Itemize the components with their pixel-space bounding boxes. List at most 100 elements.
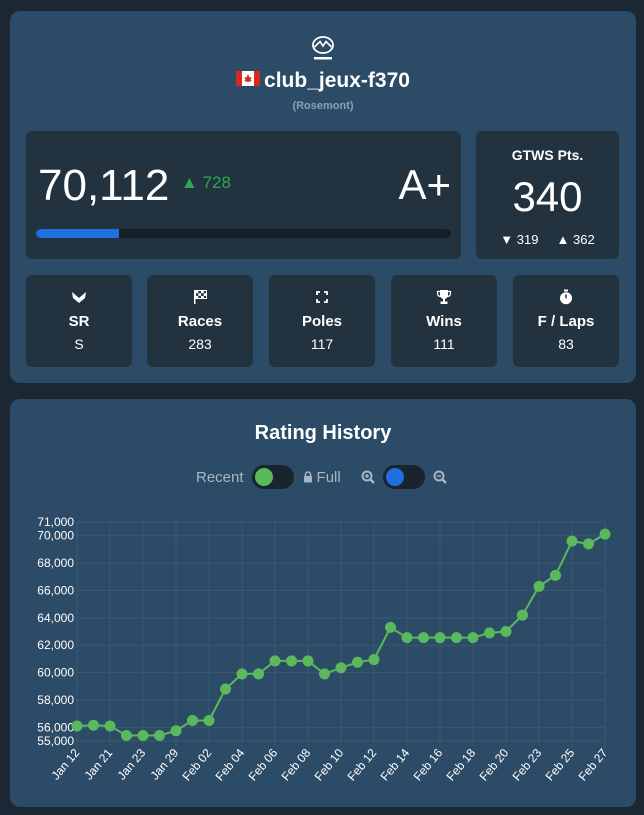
toggle-knob [385,468,404,486]
rating-point [71,720,83,732]
y-tick-label: 56,000 [37,720,74,734]
x-tick-label: Feb 18 [444,746,479,784]
stat-value: 283 [188,336,212,352]
x-tick-label: Feb 14 [378,746,413,784]
rating-point [335,662,347,674]
rating-change: ▲ 728 [181,173,231,193]
stat-label: Races [177,313,223,330]
stat-value: 83 [558,336,574,352]
rating-point [104,720,116,732]
stat-wins: Wins 111 [391,275,497,367]
x-tick-label: Feb 10 [312,746,347,784]
up-triangle-icon: ▲ [181,173,198,192]
stat-label: SR [68,313,90,330]
trophy-icon [436,290,452,304]
rating-point [368,654,380,666]
rating-point [550,569,561,581]
zoom-out-icon[interactable] [433,470,447,484]
x-tick-label: Feb 04 [213,746,248,784]
canada-flag-icon [236,71,261,86]
gtws-points-panel: GTWS Pts. 340 ▼ 319 ▲ 362 [476,131,619,259]
rating-point [220,683,231,695]
checkered-flag-icon [194,290,207,304]
up-triangle-icon: ▲ [556,232,570,247]
x-tick-label: Feb 25 [543,746,578,784]
x-tick-label: Feb 23 [510,746,545,784]
x-tick-label: Jan 21 [81,746,115,783]
driver-profile-card: club_jeux-f370 (Rosemont) 70,112 ▲ 728 A… [10,11,636,383]
rating-point [154,730,165,742]
x-tick-label: Feb 02 [180,746,215,784]
rating-point [269,655,281,667]
mazda-logo-icon [312,36,334,60]
stat-value: 117 [310,336,334,352]
stat-label: Poles [301,313,343,330]
x-tick-label: Jan 29 [147,746,181,783]
y-tick-label: 70,000 [37,529,74,543]
chart-controls: Recent Full [196,464,447,490]
gtws-low: 319 [516,232,539,247]
rating-point [566,535,578,547]
rating-point [302,655,314,667]
rating-point [583,538,594,550]
zoom-in-icon[interactable] [361,470,375,484]
chart-title: Rating History [254,422,392,444]
stopwatch-icon [560,289,572,305]
stat-poles: Poles 117 [269,275,375,367]
recent-label: Recent [196,468,244,486]
zoom-toggle[interactable] [382,465,425,489]
x-tick-label: Feb 12 [345,746,380,784]
y-tick-label: 64,000 [37,611,74,625]
rating-point [236,668,248,680]
rating-point [434,632,446,644]
gtws-value: 340 [512,173,583,220]
rating-point [517,609,528,621]
rating-progress-bar [36,229,451,238]
rating-point [451,632,462,644]
rating-point [319,668,330,680]
gtws-high: 362 [573,232,595,247]
y-tick-label: 55,000 [37,734,74,748]
rating-progress-fill [36,229,119,238]
y-tick-label: 71,000 [37,515,74,529]
pole-brackets-icon [316,291,328,303]
toggle-knob [254,468,273,486]
stat-value: S [74,336,84,352]
rating-history-card: Rating History Recent Full 55,000 56,000 5… [10,399,636,807]
stat-label: Wins [426,313,462,330]
rating-point [253,668,264,680]
gtws-title: GTWS Pts. [511,147,584,163]
stat-fastest-laps: F / Laps 83 [513,275,619,367]
rating-point [352,656,363,668]
rating-point [401,632,413,644]
rating-panel: 70,112 ▲ 728 A+ [26,131,461,259]
rating-point [418,632,429,644]
rating-point [88,719,99,731]
gtws-range: ▼ 319 ▲ 362 [476,232,619,247]
y-tick-label: 60,000 [37,666,74,680]
rating-point [203,714,215,726]
y-tick-label: 68,000 [37,556,74,570]
rating-point [385,621,396,633]
rating-point [137,730,149,742]
recent-full-toggle[interactable] [251,465,294,489]
stat-sr: SR S [26,275,132,367]
x-tick-label: Feb 16 [411,746,446,784]
y-tick-label: 66,000 [37,583,74,597]
x-tick-label: Jan 23 [114,746,148,783]
x-tick-label: Feb 20 [477,746,512,784]
x-tick-label: Feb 06 [246,746,281,784]
rating-point [500,626,512,637]
driver-name: club_jeux-f370 [264,69,410,92]
y-tick-label: 58,000 [37,693,74,707]
x-tick-label: Feb 27 [576,746,611,784]
rating-point [187,714,198,726]
rating-value: 70,112 [38,161,170,210]
rating-point [170,725,182,737]
rating-point [533,580,545,592]
rating-point [599,528,611,540]
stat-label: F / Laps [537,313,595,330]
rating-point [286,655,297,667]
down-triangle-icon: ▼ [500,232,514,247]
